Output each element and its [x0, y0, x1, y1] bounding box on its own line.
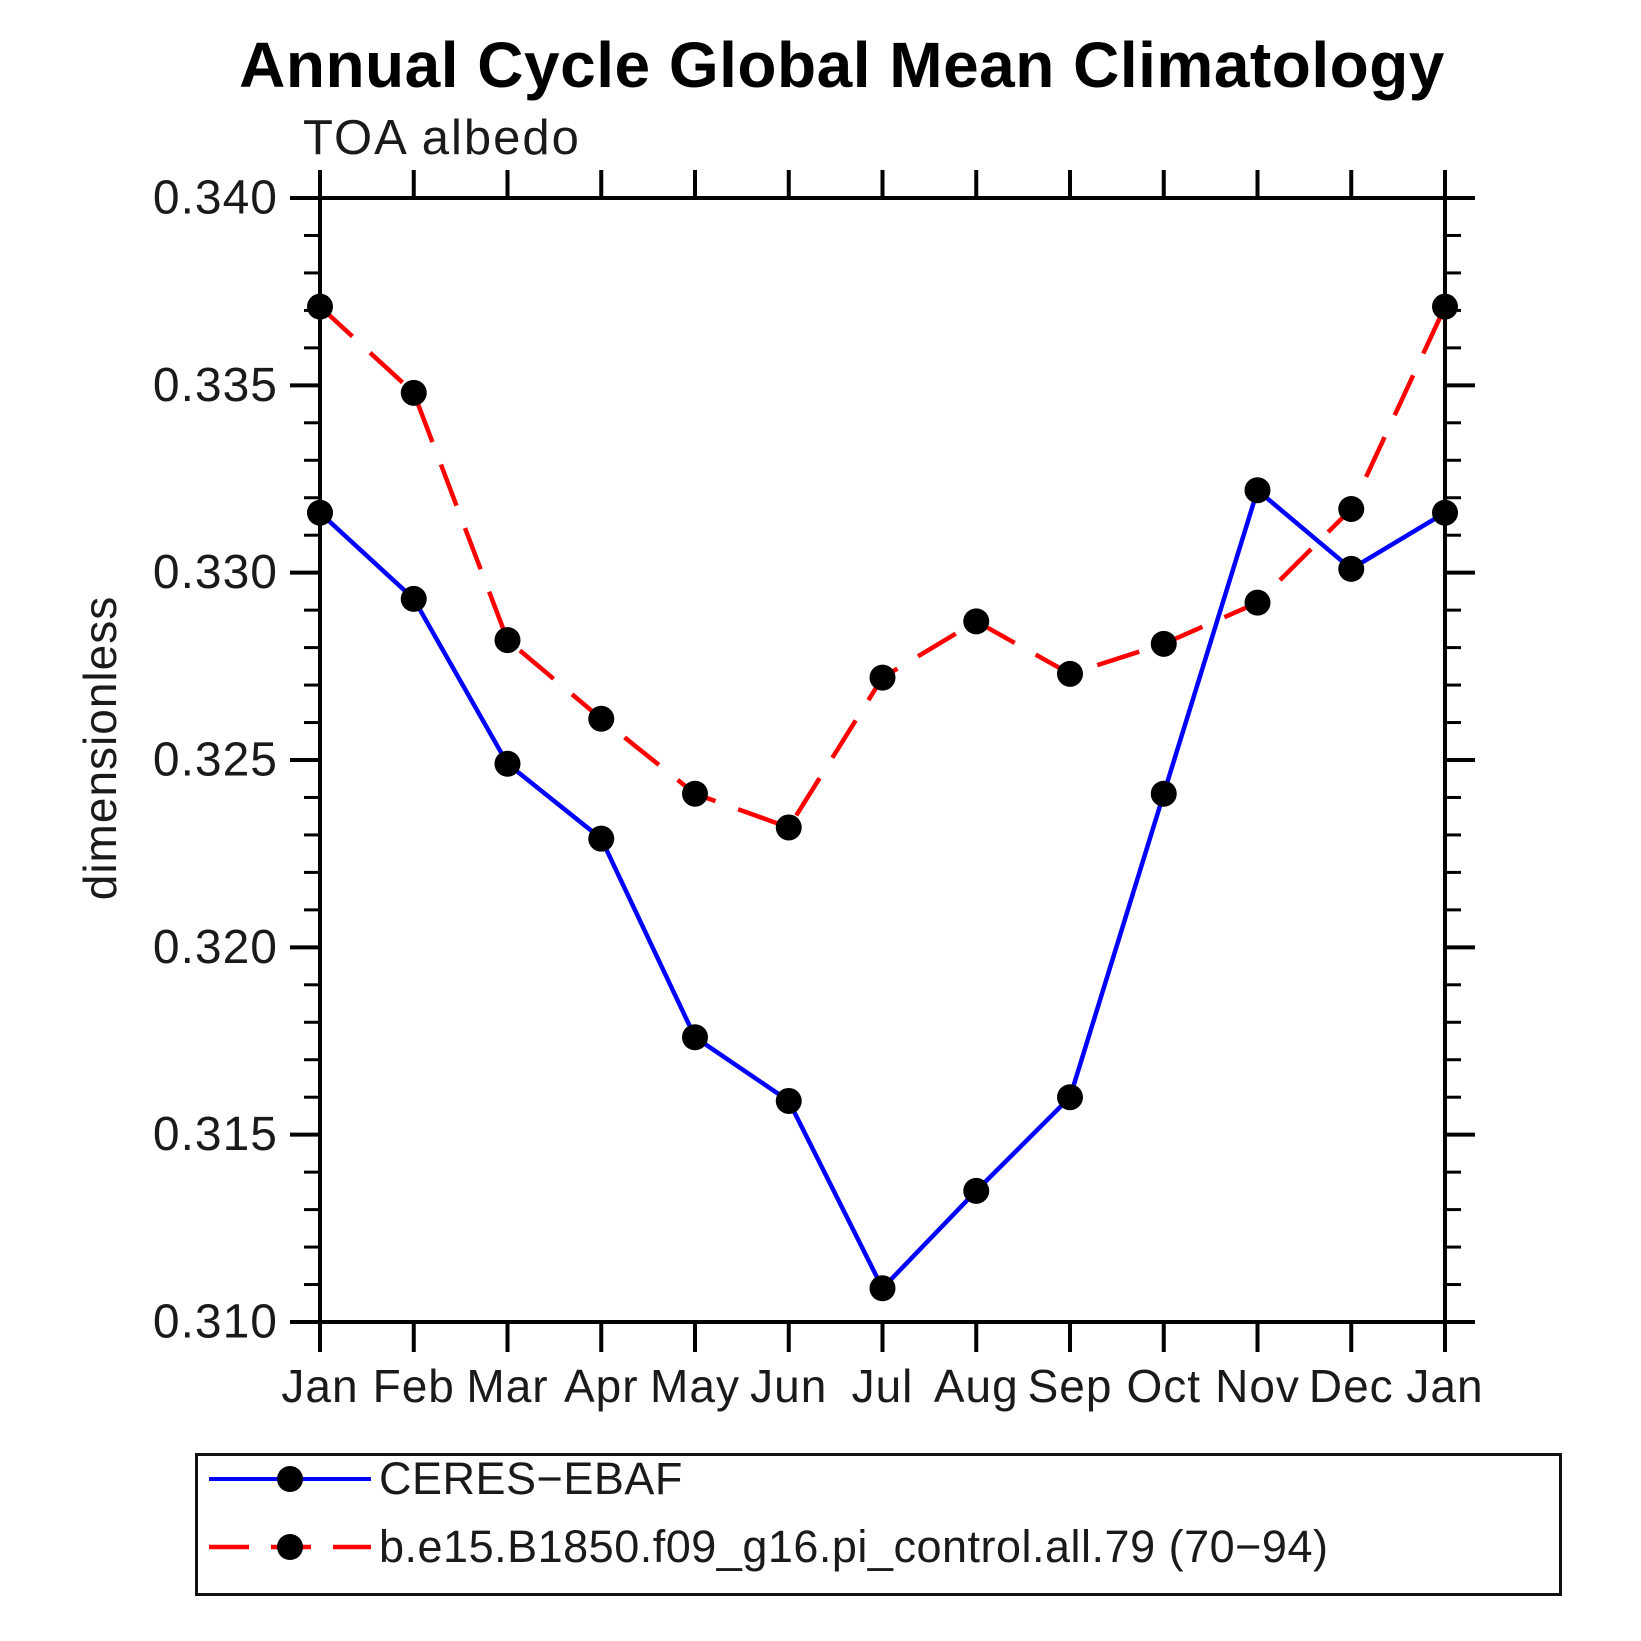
x-tick-label: Feb [373, 1360, 455, 1412]
data-point-marker [1057, 660, 1083, 687]
data-point-marker [1244, 477, 1271, 504]
x-tick-label: Jan [1406, 1360, 1483, 1412]
data-point-marker [1150, 780, 1177, 807]
data-point-marker [963, 1177, 990, 1204]
x-tick-label: Sep [1028, 1360, 1113, 1412]
legend-item-model-run: b.e15.B1850.f09_g16.pi_control.all.79 (7… [205, 1521, 1329, 1572]
x-tick-label: Jul [852, 1360, 914, 1412]
data-point-marker [400, 585, 427, 612]
x-tick-label: May [650, 1360, 740, 1412]
legend-item-ceres-ebaf: CERES−EBAF [205, 1453, 683, 1504]
data-point-marker [494, 627, 521, 654]
chart-title: Annual Cycle Global Mean Climatology [239, 29, 1445, 101]
y-tick-label: 0.310 [153, 1296, 278, 1349]
legend-marker-dot [277, 1466, 303, 1492]
x-tick-label: Oct [1126, 1360, 1201, 1412]
data-point-marker [400, 379, 427, 406]
data-point-marker [1244, 589, 1271, 616]
x-tick-label: Nov [1215, 1360, 1300, 1412]
data-point-marker [588, 825, 615, 852]
legend-marker-dot [277, 1534, 303, 1560]
y-tick-label: 0.320 [153, 921, 278, 974]
x-tick-label: Mar [466, 1360, 548, 1412]
data-point-marker [494, 750, 521, 777]
data-point-marker [1338, 555, 1365, 582]
y-tick-label: 0.330 [153, 546, 278, 599]
legend-box: CERES−EBAF b.e15.B1850.f09_g16.pi_contro… [195, 1453, 1562, 1596]
series-line-0 [318, 487, 1447, 1291]
x-tick-label: Aug [934, 1360, 1019, 1412]
x-tick-label: Jun [750, 1360, 827, 1412]
data-point-marker [775, 1087, 802, 1114]
legend-label-model-run: b.e15.B1850.f09_g16.pi_control.all.79 (7… [379, 1521, 1329, 1572]
y-tick-label: 0.315 [153, 1108, 278, 1161]
chart-subtitle: TOA albedo [303, 111, 581, 165]
data-point-marker [869, 1275, 896, 1302]
plot-area: 0.310 0.315 0.320 0.325 0.330 0.335 0.340 Jan Fe… [153, 170, 1483, 1412]
data-point-marker [307, 499, 333, 526]
x-tick-label: Dec [1309, 1360, 1394, 1412]
y-tick-label: 0.325 [153, 734, 278, 787]
legend-symbol-dashed-line [209, 1534, 371, 1560]
data-point-marker [963, 608, 990, 635]
x-tick-label: Apr [564, 1360, 639, 1412]
y-tick-label: 0.335 [153, 359, 278, 412]
data-point-marker [307, 293, 333, 320]
data-point-marker [775, 814, 802, 841]
data-point-marker [1432, 499, 1458, 526]
data-point-marker [1432, 293, 1458, 320]
data-point-marker [682, 780, 708, 807]
data-point-marker [1150, 630, 1177, 657]
data-point-marker [588, 705, 615, 732]
x-tick-label: Jan [281, 1360, 358, 1412]
data-point-marker [682, 1024, 708, 1051]
y-tick-label: 0.340 [153, 172, 278, 225]
data-point-marker [869, 664, 896, 691]
legend-label-ceres-ebaf: CERES−EBAF [379, 1453, 683, 1504]
data-point-marker [1338, 495, 1365, 522]
data-point-marker [1057, 1084, 1083, 1111]
series-line-1 [318, 304, 1448, 830]
legend-symbol-solid-line [209, 1466, 371, 1492]
